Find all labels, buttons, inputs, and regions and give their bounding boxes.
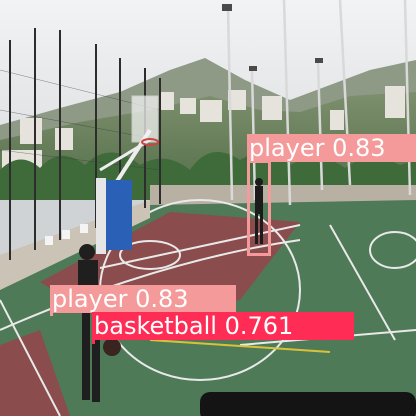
detection-box-basketball bbox=[92, 338, 98, 344]
chairs bbox=[45, 224, 88, 245]
detection-label-player-near: player 0.83 bbox=[50, 285, 236, 313]
basketball-object bbox=[103, 338, 121, 356]
court-red-near bbox=[0, 330, 70, 416]
player-far bbox=[255, 178, 263, 244]
detection-label-player-far: player 0.83 bbox=[247, 134, 416, 162]
yellow-line bbox=[149, 339, 331, 353]
basketball-hoop bbox=[96, 95, 159, 254]
detection-label-basketball: basketball 0.761 bbox=[92, 312, 354, 340]
foreground-object bbox=[200, 392, 416, 416]
detection-box-player-near bbox=[50, 310, 54, 316]
detection-box-player-far bbox=[247, 160, 271, 256]
